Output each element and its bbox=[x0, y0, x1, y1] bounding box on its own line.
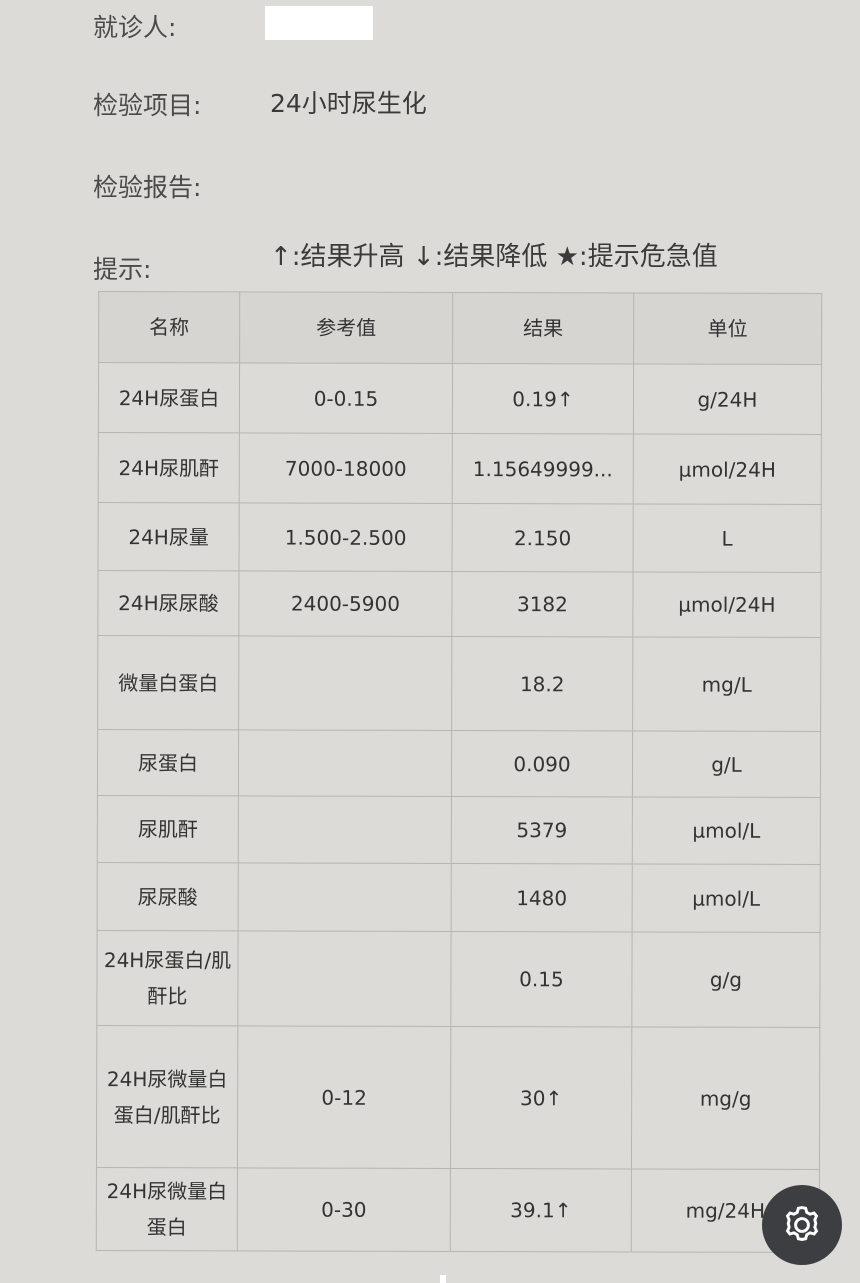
hint-label: 提示: bbox=[93, 255, 152, 284]
table-row: 24H尿蛋白 0-0.15 0.19↑ g/24H bbox=[98, 362, 822, 435]
column-header-name: 名称 bbox=[98, 291, 240, 363]
test-item-label: 检验项目: bbox=[93, 91, 202, 120]
cell-result: 39.1↑ bbox=[450, 1168, 632, 1252]
cell-ref: 0-0.15 bbox=[239, 362, 453, 434]
gear-icon bbox=[785, 1206, 819, 1241]
cell-name: 24H尿微量白蛋白 bbox=[96, 1167, 238, 1251]
table-row: 24H尿量 1.500-2.500 2.150 L bbox=[98, 502, 822, 573]
cell-result: 30↑ bbox=[450, 1026, 632, 1169]
cell-name: 微量白蛋白 bbox=[97, 635, 239, 730]
cell-ref: 1.500-2.500 bbox=[239, 502, 453, 572]
cell-ref bbox=[238, 862, 452, 932]
cell-ref bbox=[238, 795, 452, 864]
cell-ref: 7000-18000 bbox=[239, 432, 453, 504]
mark bbox=[440, 1275, 446, 1283]
cell-name: 24H尿肌酐 bbox=[98, 432, 240, 503]
cell-name: 24H尿尿酸 bbox=[97, 570, 240, 636]
table-row: 24H尿尿酸 2400-5900 3182 μmol/24H bbox=[97, 570, 822, 638]
cell-result: 1.15649999... bbox=[452, 433, 634, 504]
cell-name: 24H尿蛋白/肌酐比 bbox=[96, 930, 239, 1026]
cell-name: 尿尿酸 bbox=[97, 862, 239, 931]
cell-name: 24H尿蛋白 bbox=[98, 362, 240, 433]
cell-unit: L bbox=[633, 503, 822, 573]
cell-ref: 0-30 bbox=[237, 1167, 451, 1252]
cell-unit: μmol/24H bbox=[632, 571, 822, 638]
cell-unit: μmol/L bbox=[632, 863, 821, 933]
cell-result: 18.2 bbox=[451, 636, 633, 731]
cell-result: 0.19↑ bbox=[452, 363, 634, 434]
column-header-reference: 参考值 bbox=[239, 291, 453, 364]
settings-button[interactable] bbox=[762, 1185, 842, 1265]
table-row: 24H尿微量白蛋白/肌酐比 0-12 30↑ mg/g bbox=[96, 1025, 820, 1170]
cell-unit: mg/L bbox=[632, 636, 821, 732]
results-table: 名称 参考值 结果 单位 24H尿蛋白 0-0.15 0.19↑ g/24H 24H尿肌… bbox=[96, 291, 823, 1253]
cell-result: 2.150 bbox=[452, 503, 634, 572]
cell-result: 0.15 bbox=[450, 931, 633, 1027]
table-row: 24H尿微量白蛋白 0-30 39.1↑ mg/24H bbox=[96, 1167, 820, 1253]
table-row: 24H尿肌酐 7000-18000 1.15649999... μmol/24H bbox=[98, 432, 822, 505]
table-row: 尿蛋白 0.090 g/L bbox=[97, 729, 821, 798]
cell-ref: 2400-5900 bbox=[238, 570, 453, 637]
cell-unit: g/g bbox=[631, 931, 821, 1028]
cell-unit: mg/g bbox=[631, 1026, 820, 1170]
table-row: 微量白蛋白 18.2 mg/L bbox=[97, 635, 821, 732]
cell-result: 0.090 bbox=[451, 730, 633, 797]
cell-ref: 0-12 bbox=[237, 1025, 451, 1169]
cell-unit: g/L bbox=[632, 730, 821, 798]
cell-ref bbox=[238, 635, 452, 731]
cell-result: 5379 bbox=[451, 796, 633, 864]
table-header: 名称 参考值 结果 单位 bbox=[98, 291, 822, 365]
test-item-value: 24小时尿生化 bbox=[270, 89, 427, 118]
cell-name: 24H尿微量白蛋白/肌酐比 bbox=[96, 1025, 238, 1168]
cell-unit: g/24H bbox=[633, 363, 822, 435]
table-row: 尿尿酸 1480 μmol/L bbox=[97, 862, 821, 933]
column-header-result: 结果 bbox=[452, 292, 634, 364]
hint-legend: ↑:结果升高 ↓:结果降低 ★:提示危急值 bbox=[270, 242, 718, 272]
cell-result: 1480 bbox=[451, 863, 633, 932]
cell-name: 尿肌酐 bbox=[97, 795, 239, 863]
table-row: 24H尿蛋白/肌酐比 0.15 g/g bbox=[96, 930, 821, 1028]
cell-result: 3182 bbox=[451, 571, 634, 637]
redacted-patient-name bbox=[265, 6, 373, 40]
cell-ref bbox=[238, 729, 452, 797]
table-row: 尿肌酐 5379 μmol/L bbox=[97, 795, 821, 865]
cell-unit: μmol/L bbox=[632, 796, 821, 865]
column-header-unit: 单位 bbox=[633, 292, 822, 365]
cell-name: 尿蛋白 bbox=[97, 729, 239, 796]
report-label: 检验报告: bbox=[93, 173, 202, 202]
cell-name: 24H尿量 bbox=[98, 502, 240, 571]
patient-label: 就诊人: bbox=[93, 13, 177, 42]
cell-ref bbox=[237, 930, 452, 1027]
cell-unit: μmol/24H bbox=[633, 433, 822, 505]
